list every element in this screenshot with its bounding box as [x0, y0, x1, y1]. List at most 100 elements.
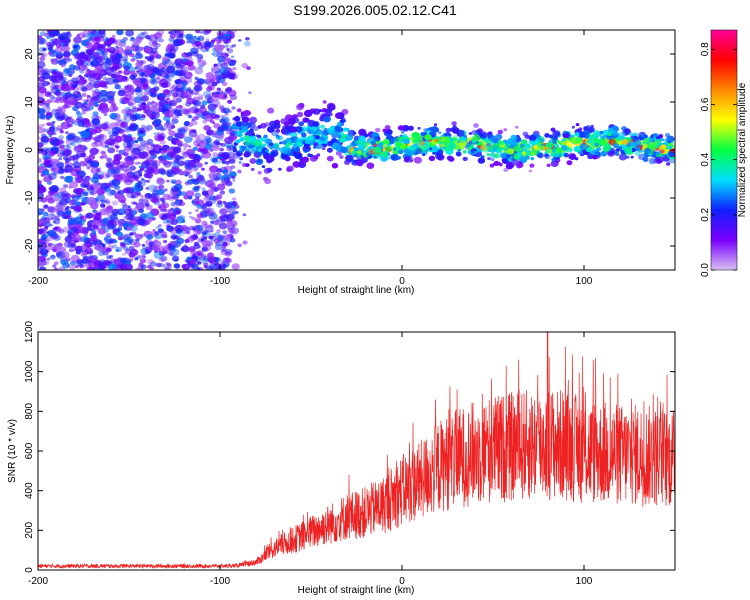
colorbar-tick-label: 0.8 — [700, 42, 711, 56]
spectrogram-cell — [62, 68, 72, 77]
spectrogram-cell — [158, 78, 168, 87]
spectrogram-cell — [315, 135, 320, 140]
spectrogram-cell — [345, 133, 354, 141]
spectrogram-cell — [48, 68, 56, 74]
spectrogram-cell — [146, 264, 152, 269]
spectrogram-cell — [54, 90, 60, 96]
spectrogram-cell — [158, 184, 165, 190]
colorbar-tick-label: 0.6 — [700, 97, 711, 111]
spectrogram-cell — [198, 178, 207, 185]
spectrogram-cell — [114, 169, 121, 174]
spectrogram-cell — [197, 185, 201, 189]
spectrogram-cell — [80, 136, 87, 142]
spectrogram-cell — [197, 58, 202, 63]
spectrogram-cell — [64, 235, 73, 243]
spectrogram-cell — [473, 151, 478, 155]
spectrogram-cell — [160, 127, 165, 132]
spectrogram-cell — [92, 173, 100, 180]
spectrogram-cell — [264, 178, 271, 185]
spectrogram-cell — [213, 187, 219, 192]
spectrogram-cell — [147, 113, 154, 119]
spectrogram-cell — [171, 179, 177, 184]
spectrogram-cell — [230, 55, 235, 59]
spectrogram-cell — [222, 264, 227, 268]
spectrogram-cell — [343, 127, 348, 132]
spectrogram-cell — [147, 101, 152, 106]
spectrogram-cell — [209, 165, 219, 173]
spectrogram-cell — [188, 130, 198, 138]
spectrogram-cell — [208, 212, 218, 220]
spectrogram-cell — [177, 83, 183, 89]
spectrogram-cell — [187, 122, 194, 128]
spectrogram-cell — [78, 229, 85, 234]
spectrogram-cell — [327, 140, 334, 146]
spectrogram-cell — [156, 132, 160, 135]
spectrogram-cell — [41, 83, 47, 88]
spectrogram-cell — [193, 86, 200, 92]
spectrogram-cell — [263, 134, 268, 139]
spectrogram-cell — [123, 65, 130, 71]
spectrogram-cell — [396, 156, 401, 160]
spectrogram-cell — [106, 205, 113, 211]
spectrogram-cell — [73, 45, 78, 49]
spectrogram-cell — [193, 243, 201, 250]
spectrogram-cell — [150, 60, 156, 64]
spectrogram-cell — [221, 160, 226, 164]
spectrogram-cell — [139, 95, 148, 102]
spectrogram-cell — [123, 208, 132, 216]
spectrogram-cell — [109, 134, 115, 139]
spectrogram-cell — [237, 133, 243, 138]
spectrogram-cell — [115, 126, 122, 132]
spectrogram-cell — [146, 234, 154, 240]
spectrogram-cell — [172, 146, 182, 154]
colorbar-label: Normalized spectral amplitude — [737, 82, 748, 217]
spectrogram-cell — [194, 192, 202, 198]
spectrogram-cell — [498, 162, 503, 167]
spectrogram-cell — [81, 87, 88, 92]
spectrogram-cell — [257, 170, 262, 175]
spectrogram-cell — [157, 188, 165, 196]
spectrogram-cell — [177, 77, 186, 84]
spectrogram-cell — [123, 151, 130, 157]
spectrogram-cell — [210, 110, 214, 113]
spectrogram-cell — [129, 114, 138, 122]
spectrogram-cell — [143, 102, 147, 106]
spectrogram-cell — [50, 38, 54, 42]
spectrogram-cell — [80, 236, 88, 243]
spectrogram-cell — [188, 72, 192, 76]
spectrogram-cell — [194, 67, 204, 75]
spectrogram-cell — [86, 129, 90, 132]
spectrogram-cell — [52, 31, 56, 35]
spectrogram-cell — [188, 115, 192, 119]
spectrogram-cell — [529, 163, 535, 168]
spectrogram-cell — [151, 148, 157, 152]
spectrogram-cell — [52, 264, 57, 268]
spectrogram-cell — [345, 154, 354, 162]
spectrogram-cell — [366, 162, 375, 169]
spectrogram-cell — [262, 143, 267, 147]
spectrogram-cell — [322, 143, 327, 148]
spectrogram-cell — [528, 134, 537, 142]
spectrogram-cell — [503, 128, 508, 132]
spectrogram-cell — [69, 118, 74, 123]
spectrogram-cells — [38, 30, 675, 270]
spectrogram-cell — [82, 191, 89, 197]
spectrogram-cell — [106, 189, 116, 197]
spectrogram-cell — [113, 153, 122, 161]
spectrogram-cell — [642, 157, 649, 162]
spectrogram-cell — [524, 147, 530, 152]
spectrogram-cell — [98, 133, 108, 141]
spectrogram-cell — [93, 101, 99, 106]
spectrogram-cell — [232, 197, 237, 201]
spectrogram-cell — [65, 131, 69, 135]
spectrogram-cell — [155, 226, 161, 230]
spectrogram-cell — [219, 143, 223, 146]
spectrogram-cell — [203, 236, 208, 240]
spectrogram-cell — [197, 113, 203, 118]
spectrogram-cell — [73, 65, 81, 71]
spectrogram-cell — [214, 196, 221, 201]
spectrogram-cell — [92, 212, 102, 220]
spectrogram-cell — [42, 47, 47, 52]
spectrogram-cell — [157, 95, 164, 101]
